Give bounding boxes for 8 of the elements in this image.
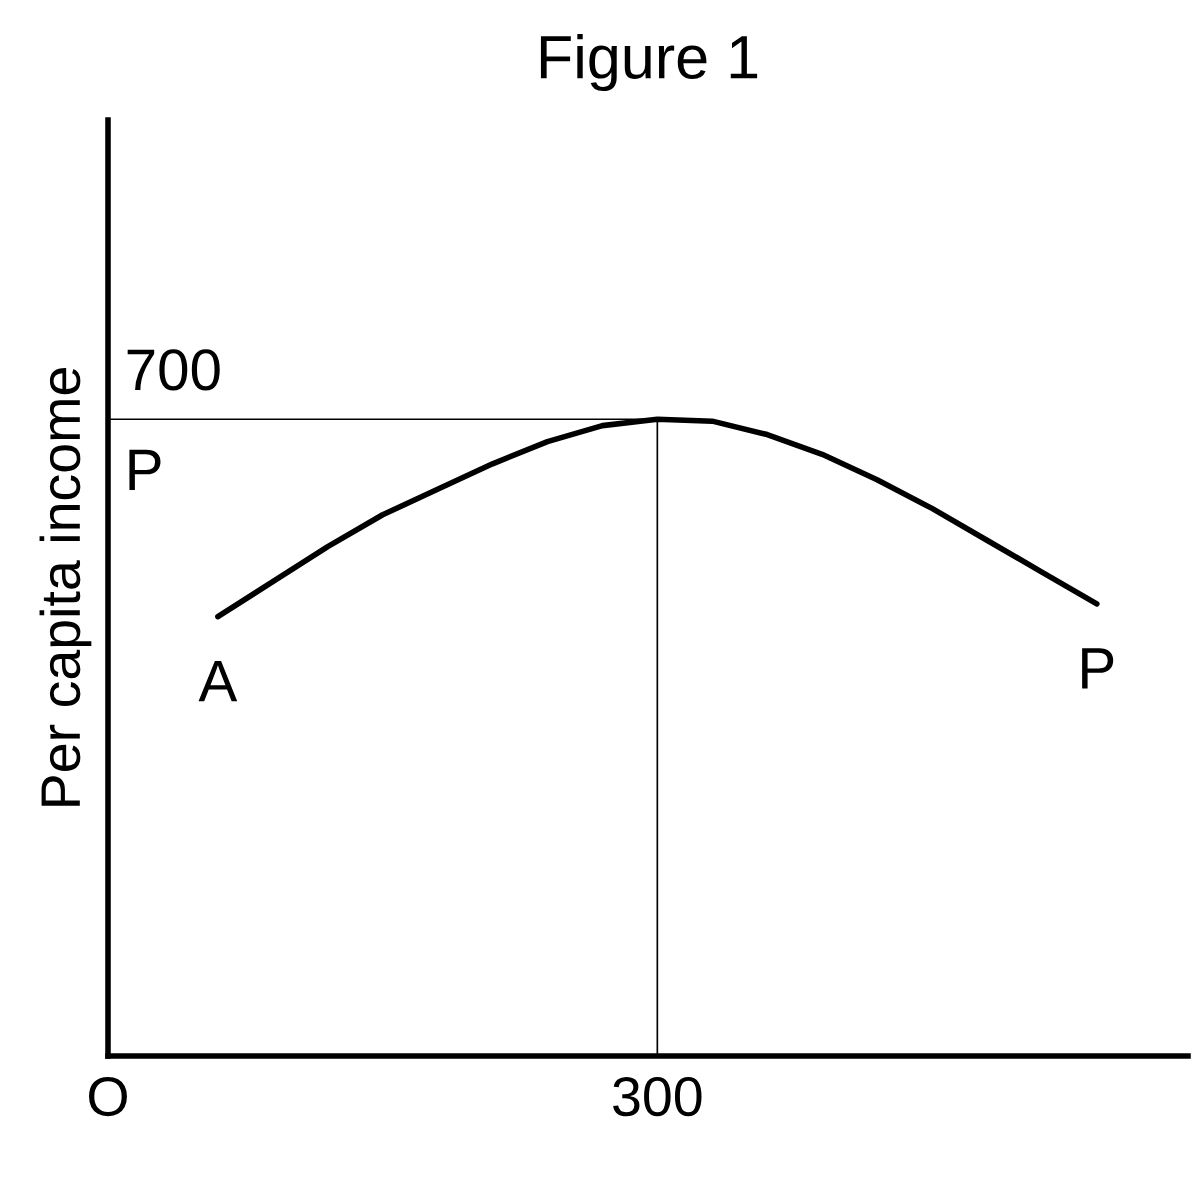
annotation: A xyxy=(198,661,238,702)
y-axis-title: Per capita income xyxy=(39,368,92,806)
x-tick-label: 300 xyxy=(613,1076,702,1117)
text: 700 xyxy=(127,349,220,391)
annotation: P xyxy=(129,449,161,490)
x-tick-label: O xyxy=(89,1076,127,1117)
annotation: P xyxy=(1082,648,1114,689)
chart-title: Figure 1 xyxy=(540,34,758,92)
